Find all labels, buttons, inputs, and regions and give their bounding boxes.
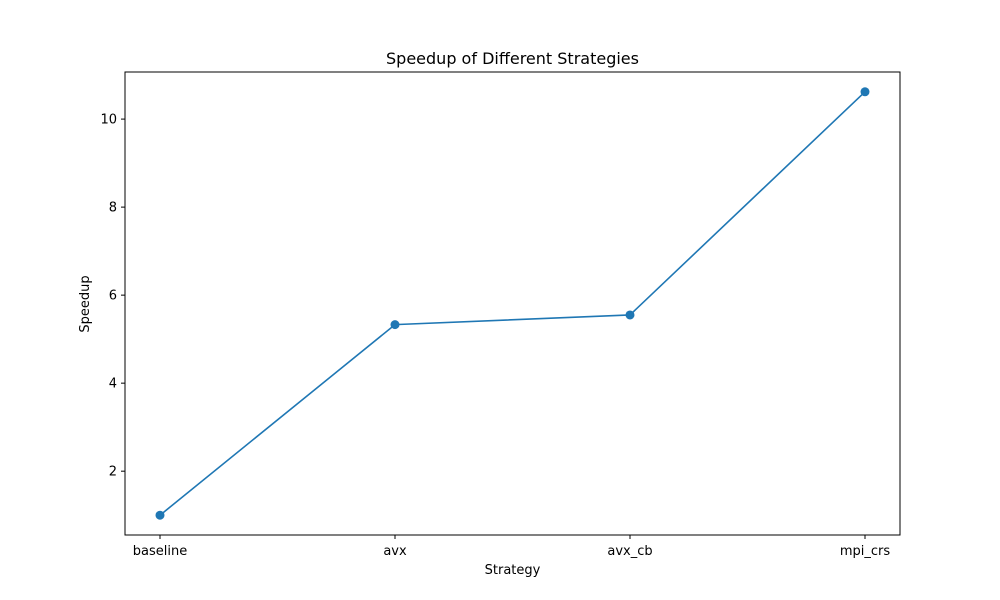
x-axis-label: Strategy bbox=[485, 563, 541, 578]
y-tick-label: 2 bbox=[109, 465, 117, 480]
x-axis-ticks: baseline avx avx_cb mpi_crs bbox=[133, 535, 891, 559]
axes-frame bbox=[124, 71, 901, 536]
plot-area bbox=[124, 71, 901, 536]
y-axis-label: Speedup bbox=[78, 275, 93, 332]
data-point-avx bbox=[390, 320, 400, 330]
data-point-avx_cb bbox=[625, 310, 635, 320]
data-point-mpi_crs bbox=[860, 87, 870, 97]
y-tick-label: 4 bbox=[109, 377, 117, 392]
x-tick-label: mpi_crs bbox=[840, 544, 891, 559]
y-tick-label: 10 bbox=[100, 113, 117, 128]
x-tick-label: avx_cb bbox=[607, 544, 652, 559]
y-tick-label: 8 bbox=[109, 201, 117, 216]
data-point-baseline bbox=[155, 510, 165, 520]
x-tick-label: avx bbox=[383, 544, 407, 559]
y-tick-label: 6 bbox=[109, 289, 117, 304]
series-layer bbox=[155, 87, 870, 520]
y-axis-ticks: 2 4 6 8 10 bbox=[100, 113, 125, 480]
chart-title: Speedup of Different Strategies bbox=[386, 49, 639, 68]
x-tick-label: baseline bbox=[133, 544, 187, 559]
series-line bbox=[159, 91, 866, 516]
